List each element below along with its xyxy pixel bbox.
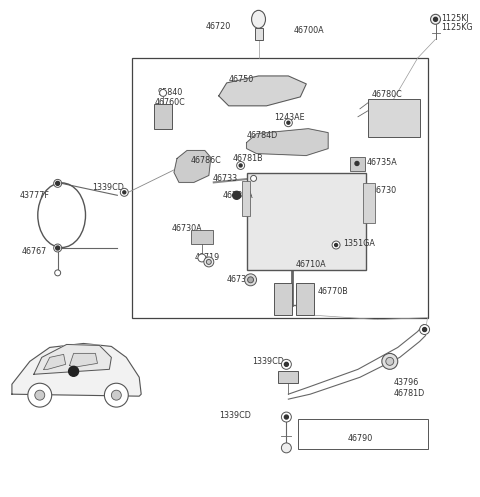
Circle shape (35, 390, 45, 400)
Bar (298, 419, 428, 449)
Circle shape (54, 179, 61, 187)
Circle shape (248, 277, 253, 283)
Circle shape (56, 246, 60, 250)
Text: 1125KG: 1125KG (442, 23, 473, 32)
Text: 46735A: 46735A (367, 158, 397, 167)
Text: 46780C: 46780C (372, 90, 403, 99)
Polygon shape (44, 354, 66, 369)
Text: 46790: 46790 (348, 434, 373, 443)
Bar (275, 283, 292, 315)
Text: 46781B: 46781B (233, 154, 264, 163)
Circle shape (281, 412, 291, 422)
Text: 1351GA: 1351GA (343, 239, 375, 248)
Text: 46767: 46767 (22, 248, 47, 256)
Bar (350, 157, 365, 171)
Circle shape (239, 164, 242, 167)
Text: 46786C: 46786C (191, 156, 222, 165)
Text: 46770B: 46770B (317, 287, 348, 296)
Circle shape (335, 244, 337, 247)
Polygon shape (219, 76, 306, 106)
Circle shape (284, 415, 288, 419)
Circle shape (245, 274, 256, 286)
Text: 46730: 46730 (372, 186, 397, 195)
Text: 46760C: 46760C (154, 98, 185, 107)
Circle shape (204, 257, 214, 267)
Circle shape (284, 119, 292, 127)
Text: 46730A: 46730A (172, 224, 203, 233)
Circle shape (386, 357, 394, 365)
Bar (363, 183, 375, 223)
Circle shape (431, 14, 441, 24)
Circle shape (237, 162, 245, 169)
Circle shape (69, 366, 79, 376)
Text: 43777F: 43777F (20, 191, 50, 200)
Circle shape (382, 353, 398, 369)
Text: 1243AE: 1243AE (275, 113, 305, 122)
Circle shape (284, 362, 288, 366)
Text: 46719: 46719 (195, 253, 220, 262)
Text: 46733: 46733 (213, 174, 238, 183)
Circle shape (422, 328, 427, 331)
Circle shape (198, 254, 206, 262)
Bar (154, 104, 172, 129)
Circle shape (251, 175, 256, 181)
Circle shape (111, 390, 121, 400)
Text: 43796: 43796 (394, 378, 419, 387)
Circle shape (123, 191, 126, 194)
Text: 46781D: 46781D (394, 389, 425, 398)
Bar (368, 99, 420, 137)
Bar (241, 181, 250, 216)
Polygon shape (34, 344, 111, 374)
Text: 1339CD: 1339CD (219, 411, 251, 419)
Polygon shape (174, 151, 211, 182)
Ellipse shape (252, 10, 265, 28)
Circle shape (56, 181, 60, 185)
Bar (191, 230, 213, 244)
Bar (132, 58, 428, 318)
Circle shape (281, 443, 291, 453)
Bar (247, 173, 366, 270)
Circle shape (287, 121, 290, 124)
Circle shape (420, 325, 430, 334)
Text: 46750: 46750 (228, 76, 254, 84)
Circle shape (120, 188, 128, 196)
Circle shape (355, 162, 359, 166)
Text: 46720: 46720 (205, 22, 231, 31)
Circle shape (233, 191, 240, 199)
Circle shape (281, 359, 291, 369)
Text: 1125KJ: 1125KJ (442, 14, 469, 23)
Polygon shape (12, 343, 141, 396)
Text: 46710A: 46710A (295, 260, 326, 269)
Text: 46736: 46736 (227, 275, 252, 284)
Circle shape (105, 383, 128, 407)
Text: 46784D: 46784D (247, 131, 278, 140)
Circle shape (206, 259, 211, 264)
Text: 46781A: 46781A (223, 191, 253, 200)
Bar (278, 371, 298, 383)
Circle shape (54, 244, 61, 252)
Circle shape (55, 270, 60, 276)
Circle shape (433, 17, 438, 21)
Text: 1339CD: 1339CD (93, 183, 124, 192)
Bar (254, 28, 263, 40)
Text: 1339CD: 1339CD (252, 357, 285, 366)
Circle shape (332, 241, 340, 249)
Text: 46700A: 46700A (293, 26, 324, 35)
Text: 95840: 95840 (157, 88, 182, 97)
Bar (296, 283, 314, 315)
Polygon shape (247, 129, 328, 156)
Circle shape (159, 89, 167, 96)
Polygon shape (70, 353, 97, 367)
Circle shape (28, 383, 52, 407)
